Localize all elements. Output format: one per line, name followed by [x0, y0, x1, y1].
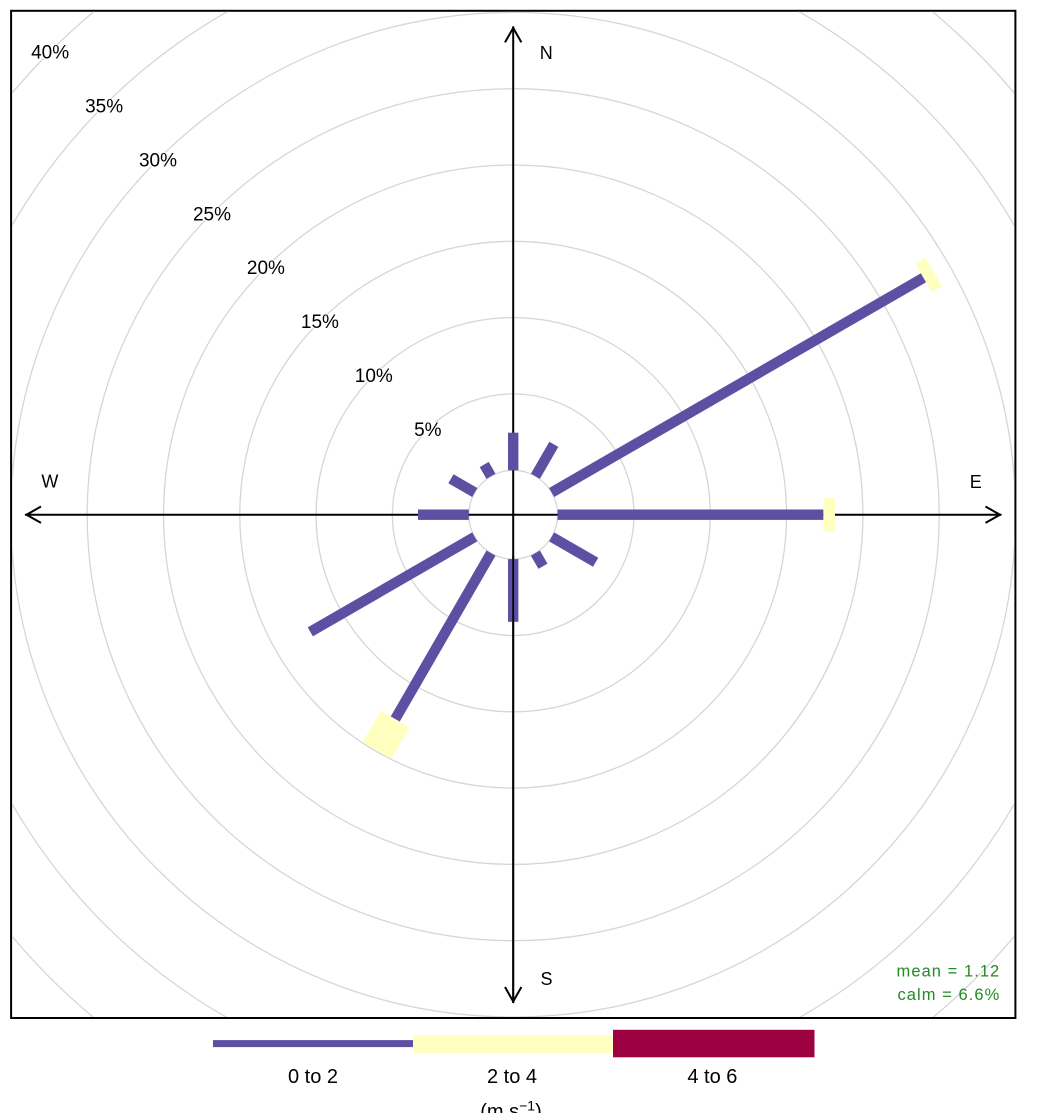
svg-text:N: N: [540, 43, 553, 63]
svg-text:(m s−1): (m s−1): [480, 1098, 542, 1113]
svg-text:30%: 30%: [139, 150, 177, 171]
svg-text:40%: 40%: [31, 42, 69, 63]
svg-text:mean = 1.12: mean = 1.12: [897, 962, 1001, 980]
svg-text:20%: 20%: [247, 258, 285, 279]
svg-text:E: E: [970, 472, 982, 492]
svg-text:5%: 5%: [414, 420, 442, 441]
svg-text:0 to 2: 0 to 2: [288, 1066, 338, 1088]
svg-text:25%: 25%: [193, 204, 231, 225]
svg-text:10%: 10%: [355, 366, 393, 387]
svg-text:4 to 6: 4 to 6: [687, 1066, 737, 1088]
svg-text:15%: 15%: [301, 312, 339, 333]
svg-text:2 to 4: 2 to 4: [487, 1066, 537, 1088]
svg-text:35%: 35%: [85, 96, 123, 117]
svg-text:S: S: [540, 969, 552, 989]
svg-text:W: W: [41, 472, 58, 492]
svg-text:calm = 6.6%: calm = 6.6%: [897, 986, 1000, 1004]
